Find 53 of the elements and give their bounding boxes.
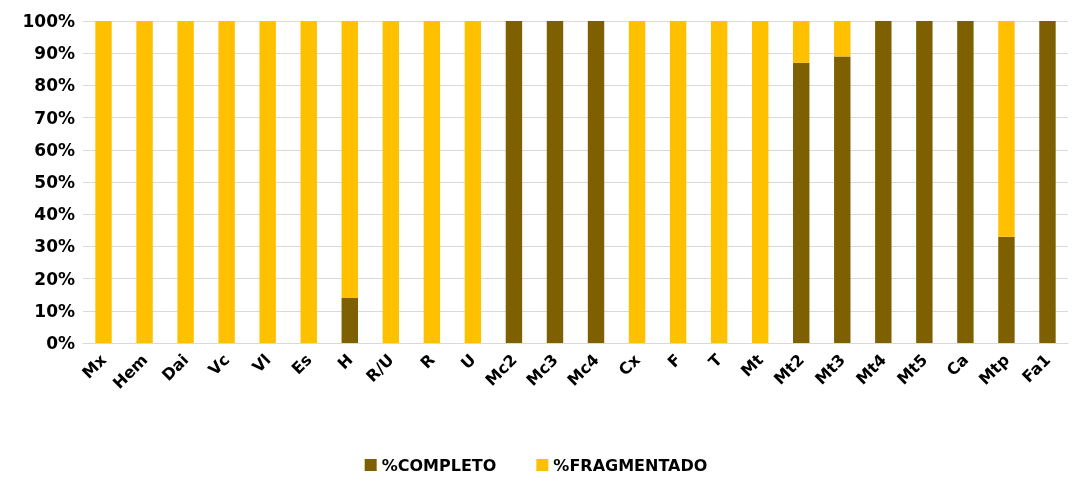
legend-label: %FRAGMENTADO <box>553 455 708 475</box>
bar <box>587 21 605 343</box>
y-tick-label: 10% <box>34 300 75 321</box>
y-tick-label: 50% <box>34 172 75 192</box>
y-tick-label: 40% <box>34 204 75 225</box>
bar <box>834 56 851 343</box>
y-tick-label: 0% <box>46 333 75 353</box>
bar <box>423 21 441 343</box>
y-tick-label: 90% <box>34 43 75 64</box>
y-tick-label: 70% <box>34 107 75 128</box>
x-tick-label: Cx <box>614 349 645 380</box>
bar <box>382 21 400 343</box>
y-tick-label: 100% <box>22 11 75 31</box>
bar <box>998 236 1015 343</box>
bar <box>875 21 892 343</box>
x-tick-label: Ca <box>942 350 973 380</box>
bar <box>793 21 810 63</box>
bar <box>669 21 687 343</box>
x-tick-label: Es <box>287 350 316 379</box>
x-tick-label: F <box>663 350 685 372</box>
y-tick-label: 30% <box>34 236 75 257</box>
y-tick-label: 60% <box>34 139 75 160</box>
bar <box>751 21 769 343</box>
x-tick-label: Vc <box>204 350 234 380</box>
bar <box>628 21 646 343</box>
bar <box>834 21 851 57</box>
x-tick-label: H <box>333 350 357 374</box>
bar <box>916 21 933 343</box>
y-tick-label: 80% <box>34 75 75 96</box>
bar <box>546 21 564 343</box>
x-tick-label: R <box>416 350 439 373</box>
bar <box>95 21 112 343</box>
x-tick-label: T <box>704 350 726 372</box>
x-tick-label: Mt <box>736 350 768 381</box>
x-tick-label: U <box>457 350 480 373</box>
bar <box>464 21 482 343</box>
bar <box>1039 21 1056 343</box>
y-tick-label: 20% <box>34 268 75 289</box>
bar <box>300 21 317 343</box>
bar <box>505 21 523 343</box>
legend-label: %COMPLETO <box>381 455 497 475</box>
bar <box>136 21 153 343</box>
bar <box>998 21 1015 237</box>
x-tick-label: Mx <box>78 349 111 383</box>
bar <box>218 21 235 343</box>
bar <box>177 21 194 343</box>
bar <box>341 297 358 343</box>
bar <box>793 62 810 343</box>
bar <box>341 21 358 298</box>
bar <box>259 21 276 343</box>
x-tick-label: Vl <box>248 350 275 377</box>
bar <box>710 21 728 343</box>
bar <box>957 21 974 343</box>
